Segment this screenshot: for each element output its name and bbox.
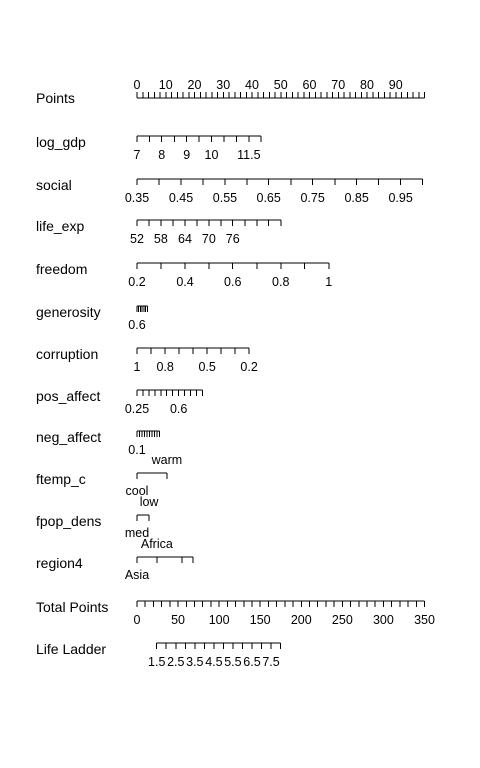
points-row-label: Points (36, 90, 75, 106)
corruption-tick-label-0-2: 0.2 (240, 360, 257, 374)
corruption-tick-label-0-5: 0.5 (198, 360, 215, 374)
social-tick-label-0-95: 0.95 (388, 191, 412, 205)
points-tick-label-70: 70 (331, 78, 345, 92)
social-tick-label-0-65: 0.65 (257, 191, 281, 205)
region4-row-label: region4 (36, 555, 83, 571)
points-tick-label-20: 20 (188, 78, 202, 92)
corruption-row-label: corruption (36, 346, 98, 362)
life-ladder-tick-label-6-5: 6.5 (243, 655, 260, 669)
pos-affect-row-label: pos_affect (36, 388, 100, 404)
points-tick-label-10: 10 (159, 78, 173, 92)
life-ladder-tick-label-7-5: 7.5 (262, 655, 279, 669)
points-tick-label-60: 60 (303, 78, 317, 92)
life-ladder-tick-label-2-5: 2.5 (167, 655, 184, 669)
log-gdp-tick-label-9: 9 (183, 148, 190, 162)
freedom-row-label: freedom (36, 261, 87, 277)
fpop-dens-tick-label-med: med (125, 526, 149, 540)
life-exp-tick-label-64: 64 (178, 232, 192, 246)
life-ladder-tick-label-5-5: 5.5 (224, 655, 241, 669)
points-tick-label-80: 80 (360, 78, 374, 92)
region4-tick-label-africa: Africa (141, 537, 173, 551)
pos-affect-tick-label-0-25: 0.25 (125, 402, 149, 416)
social-tick-label-0-75: 0.75 (300, 191, 324, 205)
generosity-tick-label-0-6: 0.6 (128, 318, 145, 332)
life-ladder-tick-label-1-5: 1.5 (148, 655, 165, 669)
points-tick-label-50: 50 (274, 78, 288, 92)
log-gdp-tick-label-7: 7 (134, 148, 141, 162)
life-exp-tick-label-58: 58 (154, 232, 168, 246)
social-tick-label-0-35: 0.35 (125, 191, 149, 205)
life-exp-tick-label-52: 52 (130, 232, 144, 246)
social-tick-label-0-45: 0.45 (169, 191, 193, 205)
freedom-tick-label-0-8: 0.8 (272, 275, 289, 289)
pos-affect-tick-label-0-6: 0.6 (170, 402, 187, 416)
freedom-tick-label-0-4: 0.4 (176, 275, 193, 289)
freedom-tick-label-1: 1 (325, 275, 332, 289)
total-points-tick-label-100: 100 (209, 613, 230, 627)
neg-affect-row-label: neg_affect (36, 429, 101, 445)
total-points-row-label: Total Points (36, 599, 108, 615)
points-tick-label-30: 30 (216, 78, 230, 92)
corruption-tick-label-0-8: 0.8 (156, 360, 173, 374)
freedom-tick-label-0-6: 0.6 (224, 275, 241, 289)
generosity-row-label: generosity (36, 304, 101, 320)
ftemp-c-tick-label-warm: warm (151, 453, 183, 467)
log-gdp-tick-label-10: 10 (205, 148, 219, 162)
life-exp-tick-label-70: 70 (202, 232, 216, 246)
total-points-tick-label-250: 250 (332, 613, 353, 627)
ftemp-c-row-label: ftemp_c (36, 471, 86, 487)
log-gdp-row-label: log_gdp (36, 134, 86, 150)
points-tick-label-0: 0 (134, 78, 141, 92)
neg-affect-tick-label-0-1: 0.1 (128, 443, 145, 457)
log-gdp-tick-label-11-5: 11.5 (237, 148, 260, 162)
life-exp-tick-label-76: 76 (226, 232, 240, 246)
life-ladder-tick-label-4-5: 4.5 (205, 655, 222, 669)
social-row-label: social (36, 177, 72, 193)
total-points-tick-label-0: 0 (134, 613, 141, 627)
social-tick-label-0-85: 0.85 (344, 191, 368, 205)
total-points-tick-label-300: 300 (373, 613, 394, 627)
points-tick-label-90: 90 (389, 78, 403, 92)
total-points-tick-label-150: 150 (250, 613, 271, 627)
life-ladder-row-label: Life Ladder (36, 641, 106, 657)
total-points-tick-label-50: 50 (171, 613, 185, 627)
fpop-dens-row-label: fpop_dens (36, 513, 101, 529)
points-tick-label-40: 40 (245, 78, 259, 92)
corruption-tick-label-1: 1 (134, 360, 141, 374)
log-gdp-tick-label-8: 8 (158, 148, 165, 162)
ftemp-c-tick-label-cool: cool (126, 484, 149, 498)
life-ladder-tick-label-3-5: 3.5 (186, 655, 203, 669)
total-points-tick-label-200: 200 (291, 613, 312, 627)
fpop-dens-tick-label-low: low (140, 495, 160, 509)
freedom-tick-label-0-2: 0.2 (128, 275, 145, 289)
region4-tick-label-asia: Asia (125, 568, 149, 582)
social-tick-label-0-55: 0.55 (213, 191, 237, 205)
total-points-tick-label-350: 350 (414, 613, 435, 627)
life-exp-row-label: life_exp (36, 218, 84, 234)
